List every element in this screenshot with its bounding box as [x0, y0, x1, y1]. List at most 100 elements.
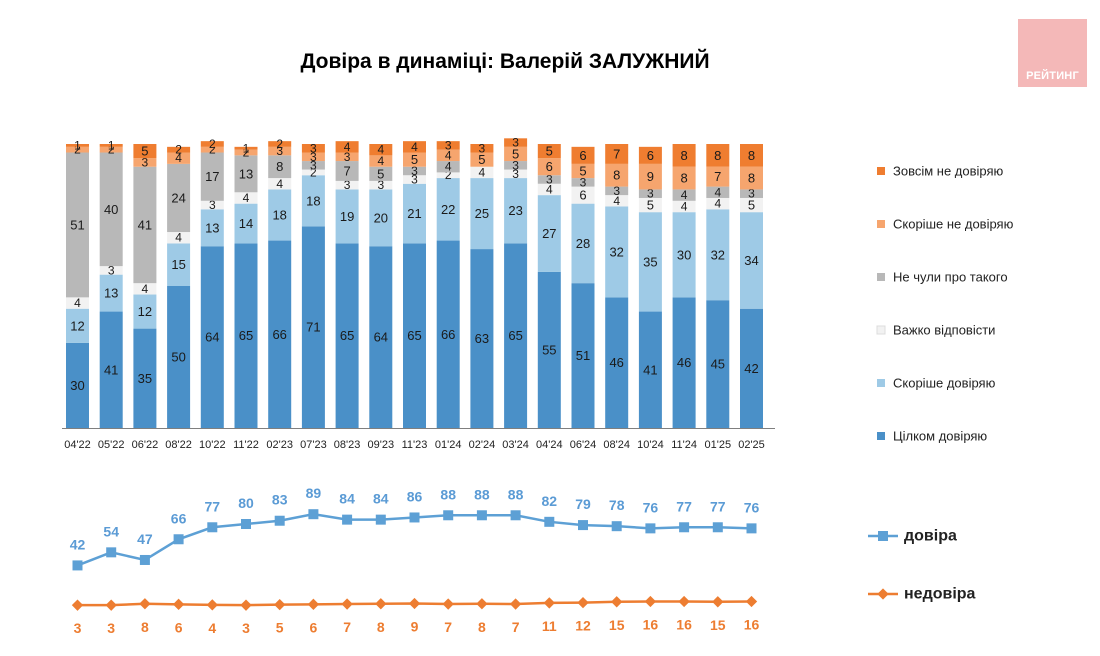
bar-data-label: 40	[104, 202, 118, 217]
distrust-data-label: 3	[74, 620, 82, 636]
bar-segment	[740, 166, 763, 190]
bar-segment	[605, 195, 629, 207]
bar-data-label: 8	[276, 159, 283, 174]
trust-data-label: 80	[238, 495, 254, 511]
x-tick-label: 09'23	[368, 439, 395, 451]
bar-segment	[167, 152, 191, 164]
bar-data-label: 66	[441, 327, 455, 342]
bar-data-label: 3	[445, 138, 452, 152]
bar-data-label: 19	[340, 209, 354, 224]
bar-segment	[234, 192, 258, 204]
bar-data-label: 3	[209, 198, 216, 212]
distrust-data-label: 4	[208, 620, 216, 636]
bar-segment	[335, 141, 359, 153]
bar-data-label: 5	[141, 144, 148, 159]
trust-marker	[544, 516, 555, 527]
distrust-data-label: 3	[242, 620, 250, 636]
bar-segment	[369, 180, 393, 190]
bar-segment	[200, 152, 224, 201]
bar-data-label: 8	[714, 148, 721, 163]
bar-data-label: 71	[306, 320, 320, 335]
bar-segment	[537, 195, 561, 272]
bar-segment	[301, 226, 325, 428]
bar-data-label: 66	[272, 327, 286, 342]
bar-data-label: 3	[479, 141, 486, 155]
x-tick-label: 02'24	[469, 439, 496, 451]
bar-segment	[672, 166, 696, 190]
bar-segment	[638, 163, 662, 190]
legend-swatch	[876, 325, 886, 335]
distrust-data-label: 5	[276, 620, 284, 636]
bar-data-label: 30	[70, 378, 84, 393]
distrust-marker	[206, 599, 218, 611]
bar-data-label: 3	[512, 158, 519, 172]
trust-marker	[409, 512, 420, 523]
bar-data-label: 13	[104, 286, 118, 301]
bar-data-label: 3	[310, 141, 317, 155]
trust-marker	[679, 522, 690, 533]
bar-segment	[301, 152, 325, 162]
trust-marker	[106, 547, 117, 558]
legend-label: Зовсім не довіряю	[893, 164, 1004, 179]
distrust-marker	[611, 596, 623, 608]
legend-marker	[877, 588, 889, 600]
bar-segment	[740, 308, 763, 428]
bar-data-label: 8	[748, 148, 755, 163]
bar-segment	[234, 149, 258, 156]
trust-marker	[241, 519, 251, 529]
line-legend-label: довіра	[904, 528, 957, 545]
legend-label: Скоріше довіряю	[893, 376, 996, 391]
bar-data-label: 4	[445, 148, 452, 162]
distrust-data-label: 6	[175, 619, 183, 635]
bar-data-label: 3	[344, 178, 351, 192]
bar-segment	[504, 146, 528, 162]
x-tick-label: 05'22	[98, 439, 125, 451]
bar-data-label: 4	[74, 296, 81, 310]
bar-data-label: 7	[714, 169, 721, 184]
bar-segment	[369, 189, 393, 247]
bar-segment	[335, 152, 359, 162]
bar-data-label: 4	[411, 140, 418, 154]
bar-data-label: 21	[407, 206, 421, 221]
bar-segment	[99, 146, 123, 153]
bar-data-label: 5	[647, 198, 654, 213]
legend-swatch	[877, 379, 885, 387]
bar-segment	[268, 141, 292, 147]
bar-data-label: 3	[647, 187, 654, 201]
distrust-marker	[644, 595, 657, 608]
bar-data-label: 35	[138, 371, 152, 386]
bar-data-label: 3	[344, 150, 351, 164]
bar-segment	[268, 240, 292, 428]
bar-segment	[133, 158, 157, 167]
x-tick-label: 01'25	[705, 439, 732, 451]
bar-data-label: 42	[744, 361, 758, 376]
bar-segment	[335, 161, 359, 181]
bar-segment	[335, 243, 359, 428]
bar-segment	[200, 246, 224, 428]
x-tick-label: 11'22	[233, 439, 259, 451]
bar-segment	[706, 197, 730, 210]
distrust-marker	[712, 596, 724, 608]
bar-data-label: 4	[377, 154, 384, 168]
bar-data-label: 3	[142, 155, 149, 169]
bar-segment	[740, 189, 763, 198]
bar-segment	[436, 178, 460, 241]
bar-data-label: 5	[411, 152, 418, 167]
bar-segment	[99, 144, 123, 147]
legend-label: Не чули про такого	[893, 270, 1008, 285]
x-tick-label: 11'24	[671, 439, 697, 451]
x-tick-label: 03'24	[502, 439, 529, 451]
bar-data-label: 65	[407, 328, 421, 343]
bar-data-label: 4	[546, 182, 553, 196]
bar-segment	[672, 189, 696, 201]
bar-data-label: 8	[680, 148, 687, 163]
bar-data-label: 24	[171, 190, 185, 205]
x-tick-label: 02'23	[266, 439, 293, 451]
bar-segment	[234, 155, 258, 193]
bar-segment	[66, 144, 89, 147]
bar-segment	[571, 203, 595, 284]
bar-segment	[706, 166, 730, 187]
bar-segment	[200, 200, 224, 210]
trust-data-label: 77	[710, 498, 726, 514]
legend-swatch	[877, 220, 885, 228]
